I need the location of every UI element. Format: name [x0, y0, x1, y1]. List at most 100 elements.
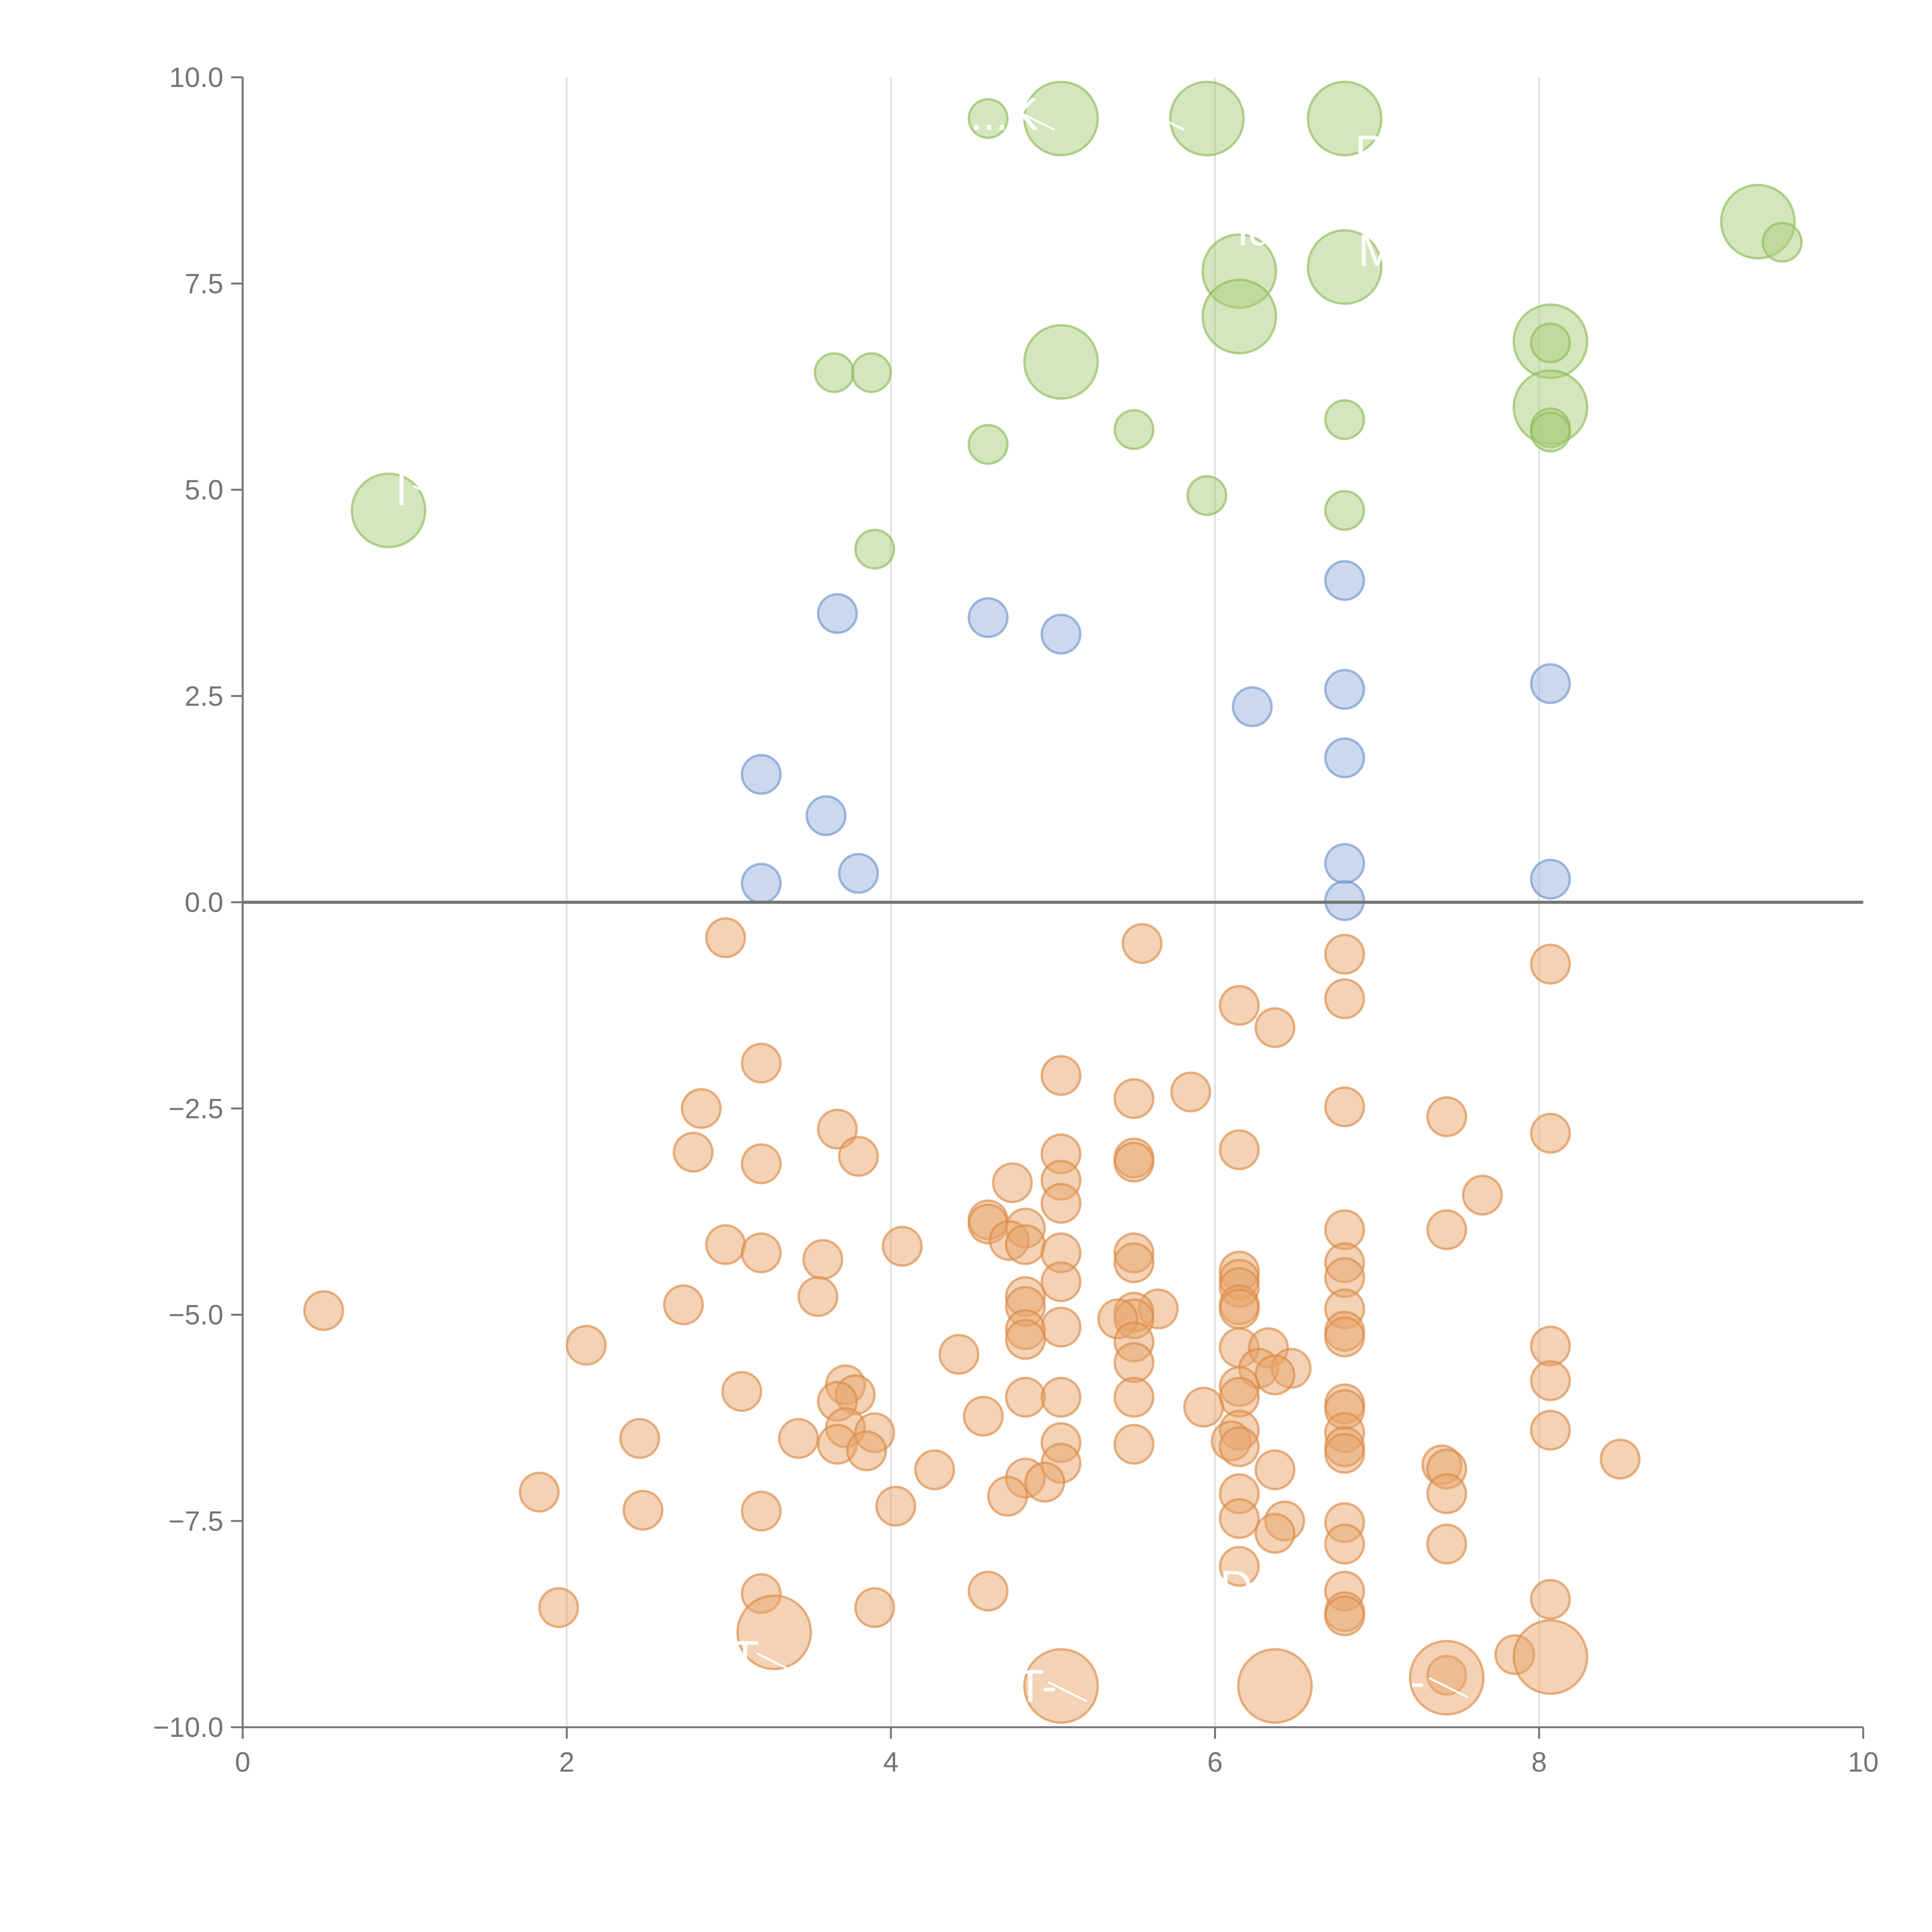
green-point	[1186, 475, 1228, 516]
label-leader	[756, 1652, 796, 1673]
green-point	[854, 529, 895, 570]
green-point	[1306, 80, 1383, 156]
orange-point	[1005, 1319, 1046, 1360]
orange-point	[1324, 1433, 1365, 1474]
y-tick-label: −2.5	[168, 1094, 223, 1124]
blue-point	[1530, 859, 1571, 900]
orange-point	[1254, 1513, 1296, 1554]
orange-point	[1426, 1096, 1468, 1138]
green-point	[813, 352, 855, 393]
orange-point	[1219, 1546, 1260, 1587]
orange-point	[741, 1490, 782, 1532]
blue-point	[805, 795, 847, 836]
orange-point	[1113, 1242, 1155, 1283]
orange-point	[992, 1162, 1033, 1203]
blue-point	[1530, 663, 1571, 704]
orange-point	[1530, 1325, 1571, 1367]
orange-point	[914, 1449, 955, 1490]
green-point	[1023, 324, 1099, 400]
axes: 10.0 7.5 5.0 2.5 0.0 −2.5 −5.0 −7.5 −10.0 0 2 4 6 8 10	[153, 62, 1879, 1778]
orange-point	[802, 1239, 844, 1280]
orange-point	[1005, 1377, 1046, 1418]
orange-point	[1219, 1426, 1260, 1468]
orange-point	[1530, 1360, 1571, 1401]
orange-point	[1254, 1354, 1296, 1396]
orange-point	[538, 1587, 579, 1628]
orange-point	[1426, 1209, 1468, 1250]
orange-point	[1599, 1439, 1641, 1480]
y-tick-label: −7.5	[168, 1506, 223, 1537]
orange-point	[881, 1226, 923, 1267]
orange-point	[938, 1333, 980, 1375]
green-point	[350, 472, 427, 548]
y-tick-label: 10.0	[169, 62, 223, 93]
orange-point	[672, 1131, 714, 1173]
green-point	[1201, 279, 1277, 355]
orange-point	[1023, 1648, 1099, 1724]
y-tick-label: −5.0	[168, 1300, 223, 1331]
x-tick-label: 0	[235, 1747, 250, 1778]
green-point	[1324, 399, 1365, 440]
green-point	[1530, 412, 1571, 453]
point-label: ...K	[970, 89, 1039, 140]
y-tick-label: 5.0	[185, 475, 223, 506]
orange-point	[1462, 1174, 1503, 1216]
label-leader	[1396, 146, 1436, 168]
orange-point	[1530, 1410, 1571, 1451]
orange-point	[1254, 1449, 1296, 1490]
orange-point	[741, 1143, 782, 1184]
label-leader	[918, 213, 958, 234]
orange-point	[1237, 1648, 1313, 1724]
orange-point	[1113, 1078, 1155, 1119]
orange-point	[1113, 1377, 1155, 1418]
blue-point	[1324, 880, 1365, 921]
orange-point	[854, 1587, 895, 1628]
orange-point	[1183, 1386, 1225, 1428]
orange-point	[619, 1418, 660, 1459]
orange-point	[721, 1371, 762, 1412]
orange-point	[741, 1043, 782, 1084]
label-leader	[1429, 1677, 1468, 1698]
x-tick-label: 6	[1207, 1747, 1223, 1778]
orange-point	[663, 1284, 704, 1325]
label-leader	[1145, 109, 1185, 131]
orange-point	[1324, 1524, 1365, 1565]
orange-point	[566, 1325, 607, 1366]
point-label: ...	[1115, 89, 1153, 140]
orange-point	[1219, 1129, 1260, 1170]
orange-point	[1040, 1055, 1082, 1096]
orange-point	[622, 1490, 663, 1531]
blue-point	[741, 862, 782, 904]
point-label: -	[1410, 1656, 1425, 1708]
y-tick-label: 2.5	[185, 681, 223, 712]
label-leaders	[412, 109, 1468, 1702]
point-label: ...	[888, 192, 926, 243]
orange-point	[1324, 978, 1365, 1019]
orange-point	[741, 1232, 782, 1274]
orange-point	[1324, 1316, 1365, 1358]
green-point	[1306, 229, 1383, 305]
orange-point	[1530, 1112, 1571, 1154]
orange-point	[1219, 1498, 1260, 1539]
point-label: l	[396, 464, 406, 515]
green-point	[968, 98, 1009, 139]
orange-point	[1121, 923, 1163, 964]
label-leader	[1048, 1681, 1088, 1702]
blue-point	[1324, 843, 1365, 884]
orange-point	[736, 1594, 812, 1670]
orange-point	[875, 1485, 917, 1527]
orange-point	[797, 1276, 838, 1317]
green-point	[1113, 409, 1155, 450]
y-tick-label: 0.0	[185, 887, 223, 918]
blue-point	[1231, 686, 1273, 728]
orange-point	[1219, 985, 1260, 1026]
orange-point	[838, 1136, 879, 1177]
point-label: PP	[1355, 126, 1415, 177]
orange-point	[705, 917, 746, 958]
orange-point	[1324, 934, 1365, 975]
blue-point	[1324, 669, 1365, 710]
x-tick-label: 10	[1848, 1747, 1879, 1778]
orange-point	[1426, 1473, 1468, 1514]
blue-point	[817, 593, 858, 634]
orange-point	[303, 1290, 344, 1331]
